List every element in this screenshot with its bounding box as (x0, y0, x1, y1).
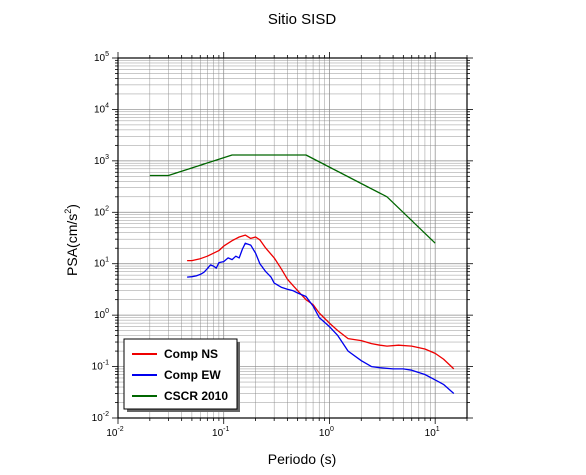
y-tick-label: 10-2 (92, 411, 109, 424)
series-line-cscr-2010 (149, 154, 436, 244)
x-tick-label: 101 (425, 426, 440, 439)
y-tick-label: 103 (94, 154, 109, 167)
y-tick-label: 100 (94, 308, 109, 321)
x-axis-title: Periodo (s) (268, 451, 336, 467)
y-tick-label: 10-1 (92, 360, 109, 373)
y-tick-label: 101 (94, 257, 109, 270)
grid (117, 57, 468, 419)
y-axis-title-main: PSA(cm/s (64, 214, 80, 276)
y-axis-title: PSA(cm/s2) (63, 204, 80, 276)
y-tick-label: 105 (94, 51, 109, 64)
x-tick-label: 10-2 (106, 426, 123, 439)
series-line-comp-ns (187, 234, 455, 370)
legend-label: Comp EW (164, 368, 221, 382)
legend-label: Comp NS (164, 347, 218, 361)
y-axis-title-close: ) (64, 204, 80, 209)
series-line-comp-ew (187, 242, 455, 394)
legend: Comp NS Comp EW CSCR 2010 (123, 338, 240, 412)
data-series (149, 154, 455, 394)
x-tick-label: 100 (319, 426, 334, 439)
legend-label: CSCR 2010 (164, 389, 228, 403)
y-tick-label: 102 (94, 205, 109, 218)
x-tick-label: 10-1 (212, 426, 229, 439)
y-tick-labels: 10-2 10-1 100 101 102 103 104 105 (92, 51, 109, 424)
plot-frame (117, 57, 468, 419)
y-tick-label: 104 (94, 102, 109, 115)
y-axis-title-superscript: 2 (63, 209, 73, 214)
x-tick-labels: 10-2 10-1 100 101 (106, 426, 439, 439)
chart-title: Sitio SISD (268, 11, 337, 28)
